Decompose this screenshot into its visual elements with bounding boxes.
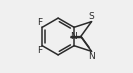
Text: S: S: [89, 12, 94, 21]
Text: N: N: [70, 32, 77, 41]
Text: F: F: [37, 18, 42, 27]
Text: N: N: [89, 52, 95, 61]
Text: F: F: [37, 46, 42, 55]
